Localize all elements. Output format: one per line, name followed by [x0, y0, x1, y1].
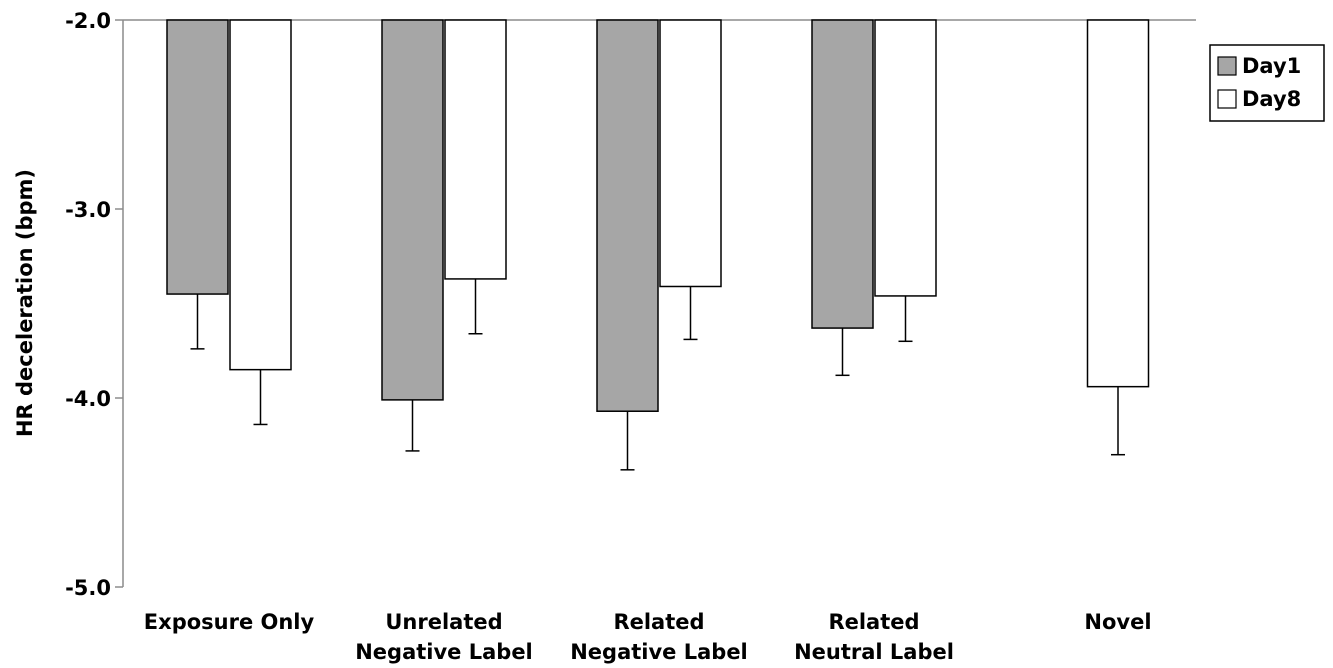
y-axis-label: HR deceleration (bpm)	[13, 169, 37, 437]
bar-day8	[659, 19, 722, 288]
bar-day1	[596, 19, 659, 412]
x-axis-labels: Exposure Only Unrelated Negative Label Rela…	[144, 610, 1152, 664]
legend-swatch	[1217, 89, 1237, 109]
bar-day8	[229, 19, 292, 371]
legend: Day1 Day8	[1209, 44, 1325, 122]
error-bars	[190, 278, 1125, 471]
legend-swatch	[1217, 56, 1237, 76]
legend-entry: Day8	[1242, 87, 1301, 111]
axes: -2.0 -3.0 -4.0 -5.0	[65, 9, 1196, 600]
bar-day8	[444, 19, 507, 280]
x-tick-label: Related Neutral Label	[794, 610, 954, 664]
bar-day1	[166, 19, 229, 295]
y-tick-label: -3.0	[65, 198, 111, 222]
legend-entry: Day1	[1242, 54, 1301, 78]
x-tick-label: Novel	[1084, 610, 1151, 634]
x-tick-label: Related Negative Label	[570, 610, 748, 664]
y-tick-label: -2.0	[65, 9, 111, 33]
bar-day8	[874, 19, 937, 297]
x-tick-label: Exposure Only	[144, 610, 315, 634]
bars	[166, 19, 1150, 412]
y-tick-label: -5.0	[65, 576, 111, 600]
bar-day8	[1086, 19, 1150, 388]
y-tick-label: -4.0	[65, 387, 111, 411]
bar-day1	[381, 19, 444, 401]
bar-day1	[811, 19, 874, 329]
x-tick-label: Unrelated Negative Label	[355, 610, 533, 664]
